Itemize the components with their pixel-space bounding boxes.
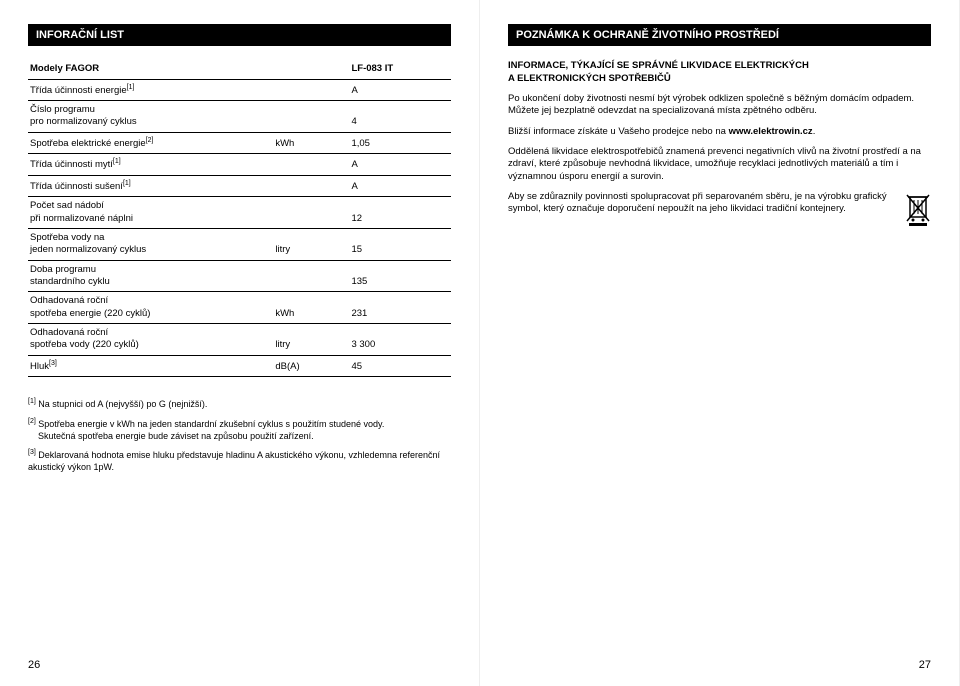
right-p2b: www.elektrowin.cz	[729, 126, 813, 137]
cell-label-b: při normalizované náplni	[30, 213, 133, 224]
cell-unit: dB(A)	[273, 355, 349, 377]
table-row: Spotřeba vody najeden normalizovaný cykl…	[28, 229, 451, 261]
page-number-left: 26	[28, 658, 40, 672]
cell-unit	[273, 197, 349, 229]
cell-unit	[273, 154, 349, 176]
right-p2a: Bližší informace získáte u Vašeho prodej…	[508, 126, 729, 137]
cell-val: 135	[349, 260, 451, 292]
cell-val: A	[349, 79, 451, 101]
right-h1a: INFORMACE, TÝKAJÍCÍ SE SPRÁVNÉ LIKVIDACE…	[508, 60, 809, 71]
table-head-row: Modely FAGOR LF-083 IT	[28, 60, 451, 79]
cell-label-b: pro normalizovaný cyklus	[30, 116, 137, 127]
right-p4-wrap: Aby se zdůraznily povinnosti spolupracov…	[508, 191, 931, 216]
cell-sup: [2]	[146, 137, 154, 144]
table-row: Hluk[3] dB(A) 45	[28, 355, 451, 377]
fn2b: Skutečná spotřeba energie bude záviset n…	[28, 431, 314, 441]
page-left: INFORAČNÍ LIST Modely FAGOR LF-083 IT Tř…	[0, 0, 480, 686]
cell-label-a: Spotřeba vody na	[30, 232, 104, 243]
fn2a: Spotřeba energie v kWh na jeden standard…	[36, 419, 385, 429]
cell-sup: [1]	[113, 158, 121, 165]
cell-label-a: Odhadovaná roční	[30, 295, 108, 306]
head-c2: LF-083 IT	[349, 60, 451, 79]
page-right: POZNÁMKA K OCHRANĚ ŽIVOTNÍHO PROSTŘEDÍ I…	[480, 0, 960, 686]
cell-label-a: Počet sad nádobí	[30, 200, 104, 211]
cell-unit	[273, 260, 349, 292]
right-p1: Po ukončení doby životnosti nesmí být vý…	[508, 93, 931, 118]
table-row: Třída účinnosti energie[1] A	[28, 79, 451, 101]
table-row: Odhadovaná roční spotřeba energie (220 cy…	[28, 292, 451, 324]
right-body: INFORMACE, TÝKAJÍCÍ SE SPRÁVNÉ LIKVIDACE…	[508, 60, 931, 215]
fn3-pre: [3]	[28, 449, 36, 456]
cell-unit	[273, 175, 349, 197]
right-title: POZNÁMKA K OCHRANĚ ŽIVOTNÍHO PROSTŘEDÍ	[508, 24, 931, 46]
footnotes: [1] Na stupnici od A (nejvyšší) po G (ne…	[28, 397, 451, 473]
cell-val: 1,05	[349, 132, 451, 154]
table-row: Třída účinnosti mytí[1] A	[28, 154, 451, 176]
fn1: Na stupnici od A (nejvyšší) po G (nejniž…	[36, 399, 208, 409]
cell-label: Třída účinnosti sušení	[30, 181, 123, 192]
table-row: Číslo programupro normalizovaný cyklus 4	[28, 101, 451, 133]
cell-sup: [1]	[123, 180, 131, 187]
cell-val: A	[349, 154, 451, 176]
page-number-right: 27	[919, 658, 931, 672]
cell-label: Hluk	[30, 361, 49, 372]
cell-unit	[273, 101, 349, 133]
cell-unit: kWh	[273, 132, 349, 154]
cell-val: 12	[349, 197, 451, 229]
cell-val: 45	[349, 355, 451, 377]
fn2-pre: [2]	[28, 418, 36, 425]
head-c1	[273, 60, 349, 79]
cell-unit: kWh	[273, 292, 349, 324]
right-p3: Oddělená likvidace elektrospotřebičů zna…	[508, 146, 931, 183]
left-title: INFORAČNÍ LIST	[28, 24, 451, 46]
cell-label-a: Odhadovaná roční	[30, 327, 108, 338]
cell-label-b: spotřeba vody (220 cyklů)	[30, 339, 139, 350]
cell-unit: litry	[273, 229, 349, 261]
cell-val: 3 300	[349, 324, 451, 356]
cell-unit: litry	[273, 324, 349, 356]
cell-label-b: standardního cyklu	[30, 276, 110, 287]
cell-label-a: Doba programu	[30, 264, 96, 275]
cell-label: Spotřeba elektrické energie	[30, 138, 146, 149]
right-p2: Bližší informace získáte u Vašeho prodej…	[508, 126, 931, 138]
cell-sup: [1]	[127, 84, 135, 91]
right-h1b: A ELEKTRONICKÝCH SPOTŘEBIČŮ	[508, 73, 671, 84]
cell-val: 231	[349, 292, 451, 324]
cell-val: 15	[349, 229, 451, 261]
cell-label: Třída účinnosti mytí	[30, 159, 113, 170]
fn1-pre: [1]	[28, 398, 36, 405]
weee-icon	[905, 193, 931, 231]
right-p4: Aby se zdůraznily povinnosti spolupracov…	[508, 191, 887, 214]
table-row: Odhadovaná ročníspotřeba vody (220 cyklů…	[28, 324, 451, 356]
table-row: Doba programustandardního cyklu 135	[28, 260, 451, 292]
cell-val: A	[349, 175, 451, 197]
right-p2c: .	[813, 126, 816, 137]
table-row: Třída účinnosti sušení[1] A	[28, 175, 451, 197]
cell-label-a: Číslo programu	[30, 104, 95, 115]
cell-sup: [3]	[49, 360, 57, 367]
spec-table: Modely FAGOR LF-083 IT Třída účinnosti e…	[28, 60, 451, 377]
right-heading: INFORMACE, TÝKAJÍCÍ SE SPRÁVNÉ LIKVIDACE…	[508, 60, 931, 85]
table-row: Počet sad nádobí při normalizované náplni…	[28, 197, 451, 229]
cell-label-b: jeden normalizovaný cyklus	[30, 244, 146, 255]
cell-val: 4	[349, 101, 451, 133]
cell-label-b: spotřeba energie (220 cyklů)	[30, 308, 150, 319]
fn3: Deklarovaná hodnota emise hluku představ…	[28, 450, 440, 472]
table-row: Spotřeba elektrické energie[2] kWh 1,05	[28, 132, 451, 154]
cell-unit	[273, 79, 349, 101]
cell-label: Třída účinnosti energie	[30, 85, 127, 96]
head-c0: Modely FAGOR	[28, 60, 273, 79]
